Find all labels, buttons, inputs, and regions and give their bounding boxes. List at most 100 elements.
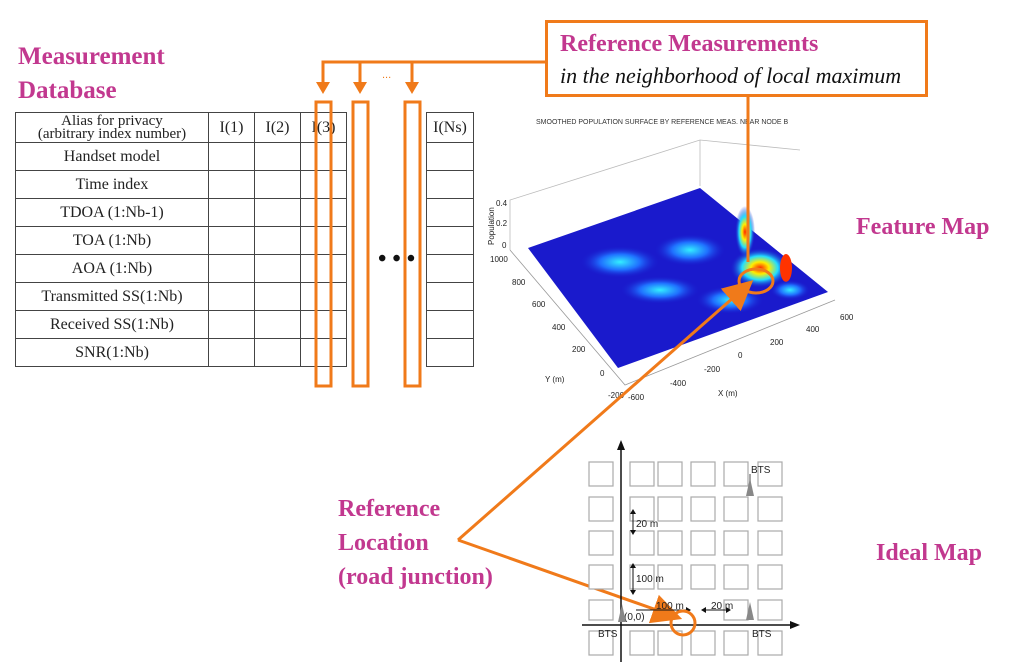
- column-header-ins: I(Ns): [426, 112, 474, 143]
- city-block: [629, 630, 655, 656]
- bts-label: BTS: [752, 629, 772, 640]
- x-axis-label: X (m): [718, 389, 738, 398]
- cell: [208, 198, 255, 227]
- dim-arrowhead: [630, 530, 636, 535]
- y-tick: 1000: [490, 255, 508, 264]
- cell: [208, 142, 255, 171]
- row-label: TDOA (1:Nb-1): [15, 198, 209, 227]
- row-label: Handset model: [15, 142, 209, 171]
- column-highlight-1: [314, 100, 333, 388]
- cell: [208, 338, 255, 367]
- cell: [300, 226, 347, 255]
- reference-location-line3: (road junction): [338, 564, 493, 590]
- city-block: [690, 496, 716, 522]
- bts-tower-icon: [618, 604, 626, 622]
- z-tick: 0.2: [496, 219, 508, 228]
- alias-header-line1: Alias for privacy: [61, 112, 163, 129]
- reference-location-label: Reference Location (road junction): [338, 492, 493, 594]
- city-block: [757, 530, 783, 556]
- city-block: [588, 496, 614, 522]
- city-block: [629, 564, 655, 590]
- ns-row: [426, 142, 474, 171]
- x-tick: 0: [738, 351, 743, 360]
- ns-header-row: I(Ns): [426, 112, 474, 143]
- city-block: [629, 496, 655, 522]
- city-block: [629, 461, 655, 487]
- table-row: TOA (1:Nb): [15, 226, 347, 255]
- x-tick: -400: [670, 379, 687, 388]
- surface-plot: 0.4 0.2 0 Population 1000 800 600 400 20…: [487, 139, 854, 402]
- ns-row: [426, 226, 474, 255]
- ns-column-table: I(Ns): [426, 112, 474, 367]
- map-x-arrowhead: [790, 621, 800, 629]
- table-row: Transmitted SS(1:Nb): [15, 282, 347, 311]
- ideal-map-grid: [588, 461, 783, 656]
- surface-bump: [580, 246, 660, 278]
- city-block: [690, 530, 716, 556]
- location-to-map-arrow: [457, 280, 754, 542]
- y-axis-label: Y (m): [545, 375, 565, 384]
- city-block: [757, 599, 783, 621]
- city-block: [723, 530, 749, 556]
- table-row: TDOA (1:Nb-1): [15, 198, 347, 227]
- plot-base-frame: [509, 249, 836, 386]
- table-row: SNR(1:Nb): [15, 338, 347, 367]
- cell: [426, 338, 474, 367]
- city-block: [690, 461, 716, 487]
- city-block: [657, 564, 683, 590]
- y-tick: 0: [600, 369, 605, 378]
- connector-ellipsis: ...: [382, 69, 391, 81]
- ns-row: [426, 170, 474, 199]
- alias-header: Alias for privacy (arbitrary index numbe…: [15, 112, 209, 143]
- surface-bump: [654, 234, 726, 266]
- city-block: [657, 461, 683, 487]
- cell: [208, 254, 255, 283]
- location-to-junction-arrow: [457, 538, 683, 624]
- dim-arrowhead: [630, 590, 636, 595]
- map-y-arrowhead: [617, 440, 625, 450]
- reference-measurements-box: Reference Measurements in the neighborho…: [545, 20, 928, 97]
- cell: [254, 254, 301, 283]
- x-tick: -600: [628, 393, 645, 402]
- feature-map-label: Feature Map: [856, 214, 990, 240]
- x-tick: 400: [806, 325, 820, 334]
- cell: [426, 142, 474, 171]
- column-highlight-3: [403, 100, 422, 388]
- y-tick: 800: [512, 278, 526, 287]
- measurement-table: Alias for privacy (arbitrary index numbe…: [15, 112, 347, 367]
- dim-arrowhead: [726, 607, 731, 613]
- city-block: [657, 530, 683, 556]
- cell: [300, 282, 347, 311]
- cell: [254, 338, 301, 367]
- surface-bump: [620, 276, 700, 304]
- reference-measurements-subtitle: in the neighborhood of local maximum: [560, 63, 902, 88]
- city-block: [723, 630, 749, 656]
- dim-100-horizontal-label: 100 m: [656, 601, 684, 612]
- x-tick: 600: [840, 313, 854, 322]
- ideal-map-label: Ideal Map: [876, 540, 983, 566]
- dim-arrowhead: [630, 509, 636, 514]
- cell: [426, 254, 474, 283]
- column-header-i1: I(1): [208, 112, 255, 143]
- connector-line: [321, 60, 545, 84]
- x-tick: 200: [770, 338, 784, 347]
- table-header-row: Alias for privacy (arbitrary index numbe…: [15, 112, 347, 143]
- y-tick: -200: [608, 391, 625, 400]
- arrow-down-2: [353, 82, 367, 94]
- bts-label: BTS: [598, 629, 618, 640]
- cell: [426, 226, 474, 255]
- city-block: [588, 564, 614, 590]
- city-block: [757, 496, 783, 522]
- row-label: Received SS(1:Nb): [15, 310, 209, 339]
- city-block: [588, 461, 614, 487]
- cell: [300, 198, 347, 227]
- database-title-line2: Database: [18, 77, 117, 104]
- plot-title: SMOOTHED POPULATION SURFACE BY REFERENCE…: [536, 119, 789, 126]
- surface-peak: [735, 206, 755, 258]
- cell: [254, 170, 301, 199]
- y-tick: 600: [532, 300, 546, 309]
- city-block: [588, 599, 614, 621]
- alias-header-line2: (arbitrary index number): [37, 125, 187, 142]
- city-block: [690, 630, 716, 656]
- column-ellipsis: • • •: [378, 246, 416, 272]
